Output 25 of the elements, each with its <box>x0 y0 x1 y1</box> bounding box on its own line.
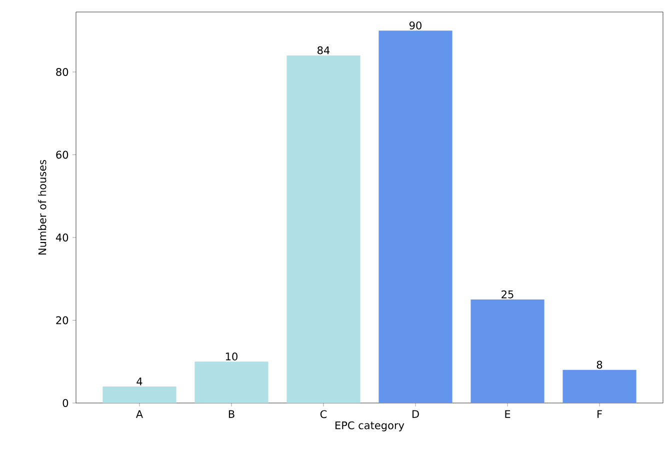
bar <box>378 30 452 403</box>
data-label: 90 <box>409 21 422 30</box>
x-tick-label: B <box>228 410 234 418</box>
data-label: 8 <box>596 360 602 369</box>
y-tick-label: 20 <box>56 316 68 324</box>
x-tick-label: E <box>505 410 510 418</box>
y-tick-label: 0 <box>62 399 68 407</box>
y-axis-title: Number of houses <box>38 160 46 255</box>
y-tick-label: 60 <box>56 150 68 159</box>
y-tick-label: 80 <box>56 68 68 76</box>
x-axis-title: EPC category <box>336 421 404 432</box>
x-tick-label: F <box>598 410 602 418</box>
y-tick-label: 40 <box>56 234 68 242</box>
bar <box>562 370 636 403</box>
x-tick-label: D <box>412 410 419 418</box>
data-label: 10 <box>226 352 238 360</box>
data-label: 84 <box>318 46 330 54</box>
bar <box>102 386 176 403</box>
bar <box>286 55 360 403</box>
x-tick-label: A <box>136 410 143 418</box>
bar <box>194 362 268 403</box>
data-label: 25 <box>502 290 514 298</box>
bar <box>470 300 544 403</box>
x-tick-label: C <box>320 410 327 418</box>
data-label: 4 <box>136 378 142 386</box>
